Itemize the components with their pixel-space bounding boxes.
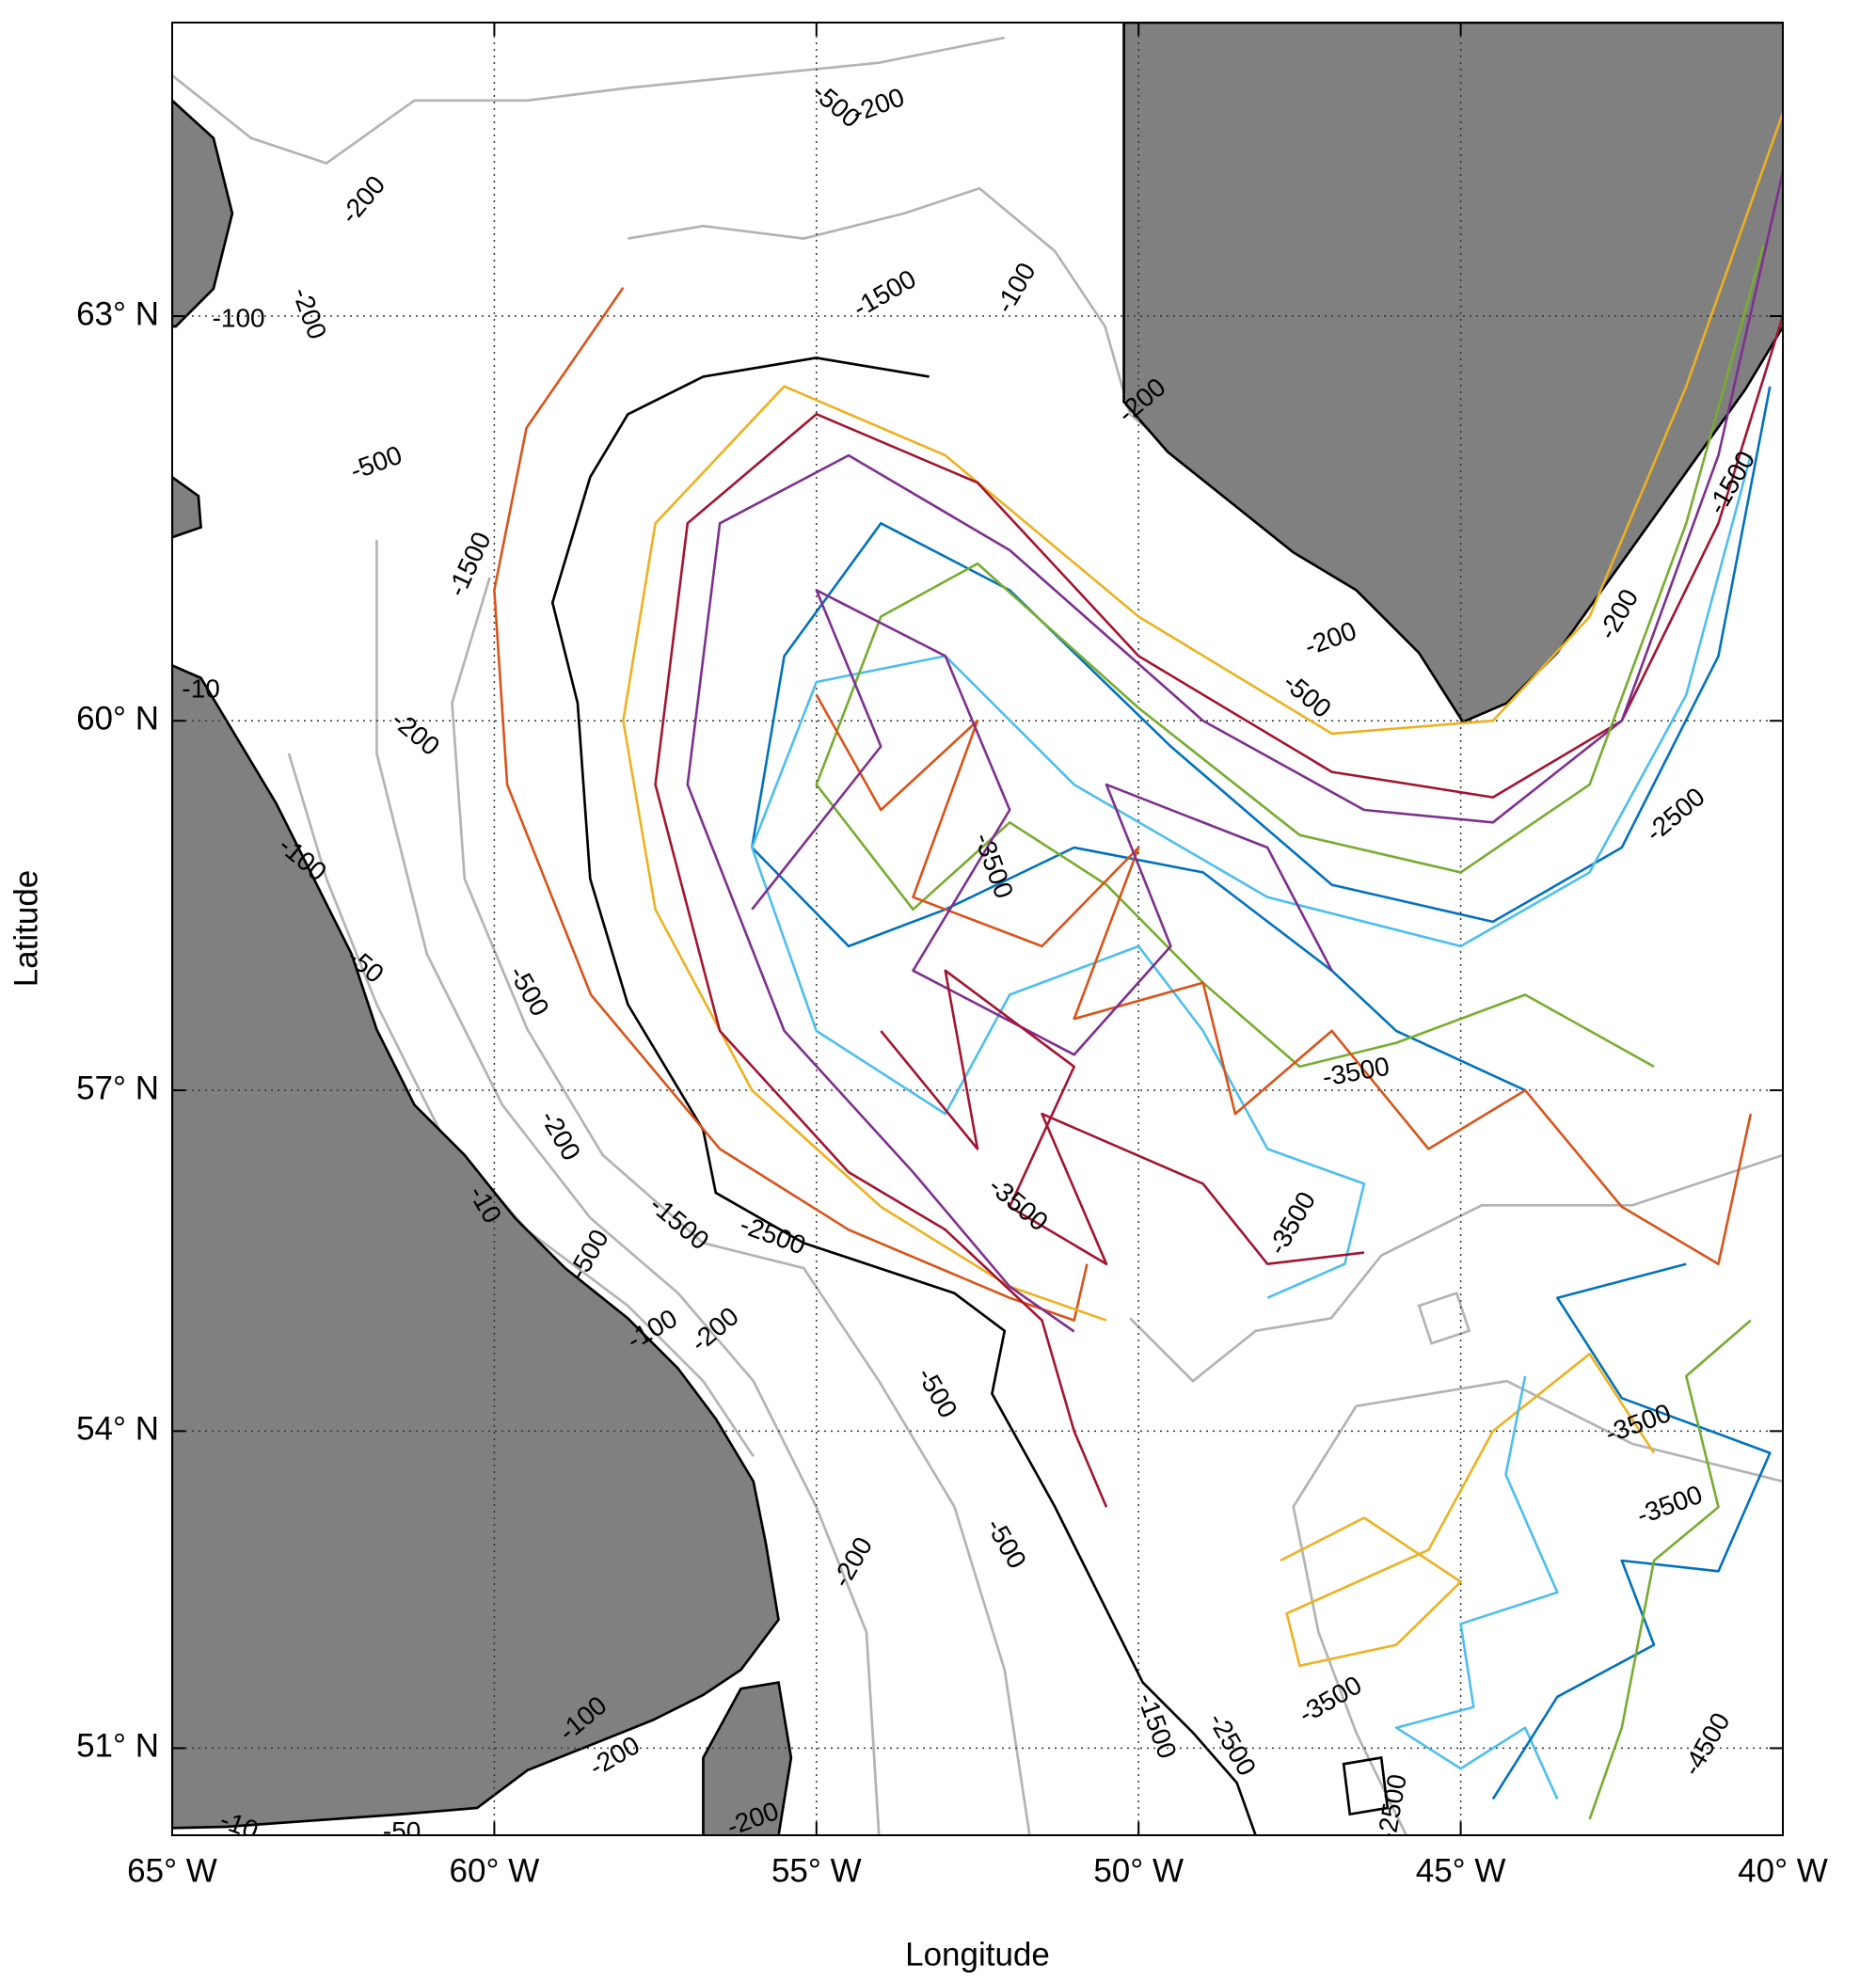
contour-label: -200 — [1300, 616, 1359, 661]
contour — [375, 539, 881, 1835]
contour-label: -200 — [826, 1532, 878, 1593]
contour-label: -4500 — [1677, 1707, 1736, 1781]
x-tick-label: 55° W — [771, 1852, 862, 1889]
contour-label: -2500 — [737, 1210, 810, 1261]
land — [172, 23, 1783, 1835]
basemap — [172, 23, 1783, 1835]
float-track — [751, 454, 1753, 1299]
contour — [1129, 1153, 1783, 1383]
ticks: 65° W 60° W 55° W 50° W 45° W 40° W 51° N 54° N… — [76, 23, 1828, 1889]
contour-label: -1500 — [848, 264, 921, 324]
contour-label: -3500 — [1633, 1480, 1707, 1530]
island — [172, 475, 202, 539]
y-tick-label: 57° N — [76, 1070, 159, 1106]
float-track — [1588, 1319, 1752, 1820]
float-track — [815, 694, 1753, 1265]
contour-label: -3500 — [1601, 1398, 1675, 1449]
contour — [172, 36, 1006, 165]
x-tick-label: 60° W — [450, 1852, 540, 1889]
contour-label: -1500 — [644, 1190, 715, 1256]
float-track — [686, 171, 1783, 1333]
contour-2500 — [550, 357, 1257, 1835]
float-track — [1491, 1262, 1772, 1800]
x-tick-label: 40° W — [1738, 1852, 1828, 1889]
contour-label: -200 — [335, 170, 391, 230]
y-tick-label: 54° N — [76, 1411, 159, 1448]
labrador — [172, 663, 780, 1830]
contour-label: -1500 — [441, 528, 496, 601]
contour — [1292, 1379, 1783, 1835]
contour-label: -100 — [990, 258, 1041, 318]
contour-label: -100 — [213, 304, 265, 333]
land-and-contours — [172, 23, 1783, 1835]
contour-label: -500 — [1278, 667, 1337, 723]
contour-2500 — [1342, 1756, 1390, 1816]
float-track — [751, 589, 1333, 1056]
y-axis-label: Latitude — [8, 870, 44, 988]
float-track — [1280, 1353, 1656, 1668]
x-tick-label: 45° W — [1416, 1852, 1506, 1889]
y-tick-label: 60° N — [76, 700, 159, 737]
greenland — [1122, 23, 1783, 724]
float-track — [751, 386, 1772, 1092]
contour-label: -10 — [182, 674, 219, 703]
contour-label: -200 — [386, 705, 445, 761]
x-tick-label: 50° W — [1093, 1852, 1184, 1889]
x-axis-label: Longitude — [905, 1936, 1050, 1973]
contour-label: -2500 — [1202, 1707, 1262, 1781]
contour-label: -500 — [980, 1514, 1032, 1574]
contour-label: -1500 — [1132, 1689, 1183, 1763]
contour-label: -3500 — [1294, 1670, 1367, 1729]
float-track — [622, 112, 1783, 1322]
y-tick-label: 51° N — [76, 1728, 159, 1765]
contour — [1417, 1292, 1471, 1345]
x-tick-label: 65° W — [127, 1852, 217, 1889]
float-track — [880, 969, 1365, 1265]
y-tick-label: 63° N — [76, 295, 159, 332]
contour-label: -500 — [346, 440, 405, 485]
contour-label: -200 — [287, 283, 332, 342]
contour — [451, 577, 1031, 1835]
contour-label: -3500 — [983, 1171, 1054, 1237]
float-track — [1394, 1375, 1559, 1800]
axes-frame — [171, 22, 1784, 1836]
contour-label: -500 — [912, 1362, 963, 1422]
float-track — [654, 315, 1783, 1508]
contour-label: -3500 — [1263, 1186, 1322, 1260]
contour-label: -50 — [383, 1816, 421, 1846]
float-track — [815, 244, 1765, 1069]
float-tracks — [493, 112, 1783, 1820]
baffin-island — [172, 99, 234, 328]
newfoundland — [702, 1680, 793, 1835]
float-track — [493, 287, 1089, 1322]
contour-label: -3500 — [1320, 1052, 1391, 1092]
